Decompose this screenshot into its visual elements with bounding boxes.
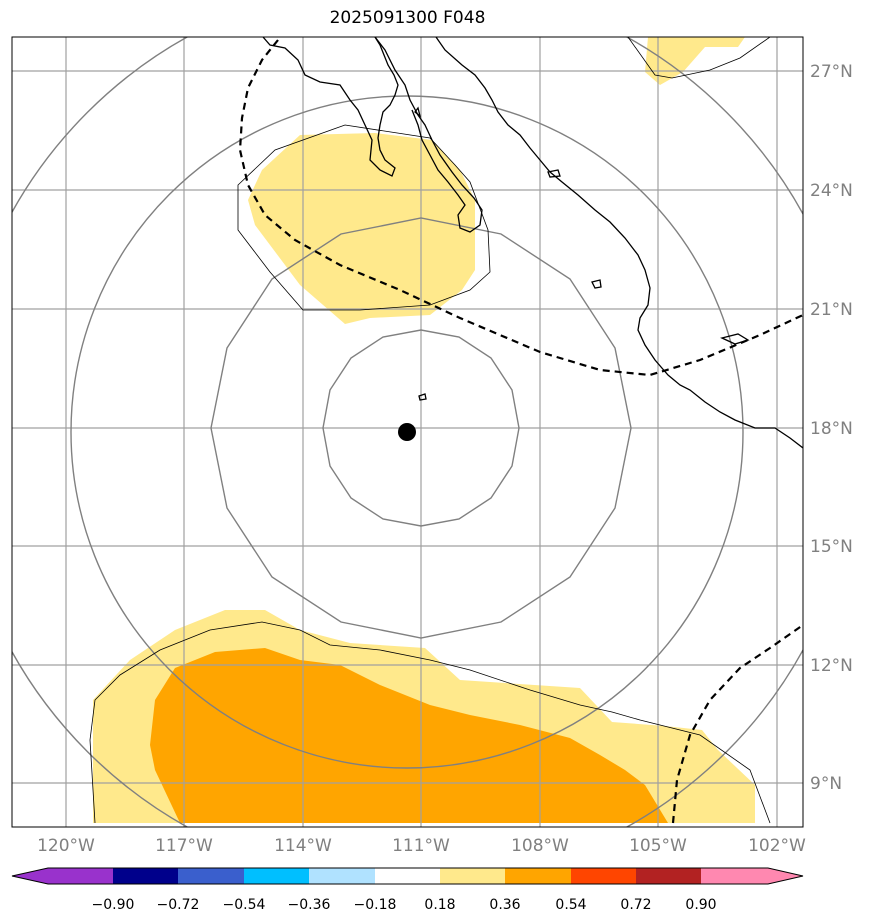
range-rings [12,37,803,827]
lon-label: 105°W [629,836,687,856]
colorbar-tick-label: −0.90 [92,897,135,913]
colorbar-tick-label: 0.18 [424,897,455,913]
colorbar-box [178,868,244,884]
lon-label: 120°W [37,836,95,856]
colorbar-box [505,868,571,884]
colorbar-box [375,868,440,884]
colorbar-tick-label: −0.54 [223,897,266,913]
forecast-track [238,39,803,824]
colorbar-box [440,868,505,884]
coastlines [262,37,803,449]
colorbar-extend-max [768,868,803,884]
lon-label: 114°W [274,836,332,856]
colorbar-tick-label: 0.72 [620,897,651,913]
lat-label: 24°N [810,181,853,201]
lat-label: 9°N [810,774,842,794]
colorbar-tick-label: −0.18 [354,897,397,913]
lat-label: 27°N [810,62,853,82]
colorbar-tick-label: 0.90 [685,897,716,913]
colorbar-box [48,868,113,884]
storm-center-dot [398,423,416,441]
gridlines [12,37,803,827]
lat-label: 21°N [810,300,853,320]
map-panel: 120°W 117°W 114°W 111°W 108°W 105°W 102°… [11,36,853,856]
colorbar-box [244,868,309,884]
colorbar-extend-min [12,868,48,884]
colorbar-box [571,868,636,884]
colorbar-tick-label: 0.36 [489,897,520,913]
lat-label: 15°N [810,537,853,557]
colorbar-box [113,868,178,884]
colorbar-boxes [12,868,803,884]
lon-label: 117°W [155,836,213,856]
colorbar-tick-label: −0.36 [288,897,331,913]
colorbar-outline [11,867,804,885]
lat-label: 18°N [810,419,853,439]
map-frame [11,36,804,828]
colorbar-tick-label: −0.72 [157,897,200,913]
colorbar-box [701,868,768,884]
anomaly-fill-dark [150,648,668,823]
lat-label: 12°N [810,656,853,676]
colorbar-box [636,868,701,884]
lon-label: 108°W [511,836,569,856]
colorbar-box [309,868,375,884]
lon-label: 111°W [392,836,450,856]
outline-contours [89,37,771,824]
map-title: 2025091300 F048 [329,8,486,28]
lon-label: 102°W [748,836,806,856]
colorbar-tick-label: 0.54 [555,897,586,913]
